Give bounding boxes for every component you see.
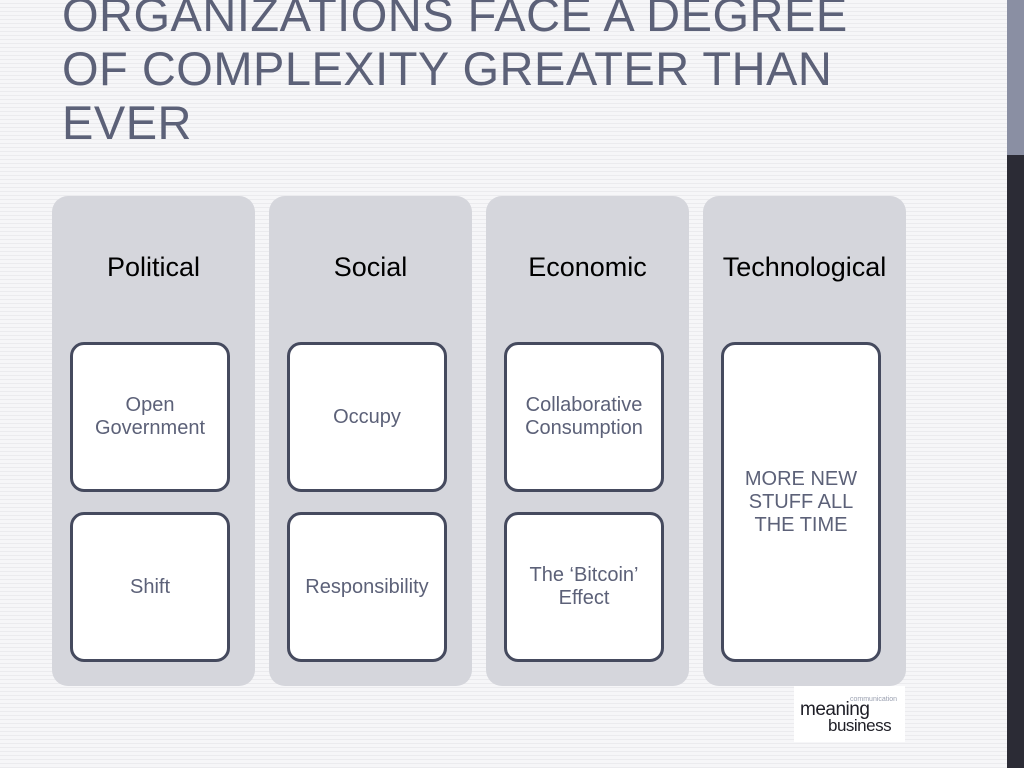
- column-political: Political Open Government Shift: [52, 196, 255, 686]
- slide-title: ORGANIZATIONS FACE A DEGREE OF COMPLEXIT…: [62, 0, 848, 149]
- card-bitcoin-effect: The ‘Bitcoin’ Effect: [504, 512, 664, 662]
- accent-bar-top: [1007, 0, 1024, 155]
- card-label: The ‘Bitcoin’ Effect: [529, 564, 639, 609]
- card-open-government: Open Government: [70, 342, 230, 492]
- card-label: Occupy: [333, 405, 401, 428]
- logo-word-sub: business: [828, 716, 892, 735]
- column-economic: Economic Collaborative Consumption The ‘…: [486, 196, 689, 686]
- column-title-technological: Technological: [722, 252, 887, 282]
- card-more-new-stuff: MORE NEW STUFF ALL THE TIME: [721, 342, 881, 662]
- card-label: MORE NEW STUFF ALL THE TIME: [744, 467, 858, 536]
- card-label: Responsibility: [305, 575, 429, 598]
- card-label: Open Government: [94, 394, 206, 439]
- column-social: Social Occupy Responsibility: [269, 196, 472, 686]
- column-title-social: Social: [333, 252, 408, 282]
- card-occupy: Occupy: [287, 342, 447, 492]
- card-responsibility: Responsibility: [287, 512, 447, 662]
- card-shift: Shift: [70, 512, 230, 662]
- column-title-political: Political: [106, 252, 201, 282]
- column-technological: Technological MORE NEW STUFF ALL THE TIM…: [703, 196, 906, 686]
- logo-small-word: communication: [850, 696, 898, 703]
- card-label: Collaborative Consumption: [525, 394, 643, 439]
- accent-bar-bottom: [1007, 155, 1024, 768]
- logo-word-main: meaning: [800, 699, 870, 720]
- card-label: Shift: [129, 575, 171, 598]
- column-title-economic: Economic: [528, 252, 647, 282]
- meaning-business-logo: communication meaning business: [794, 686, 905, 742]
- card-collaborative-consumption: Collaborative Consumption: [504, 342, 664, 492]
